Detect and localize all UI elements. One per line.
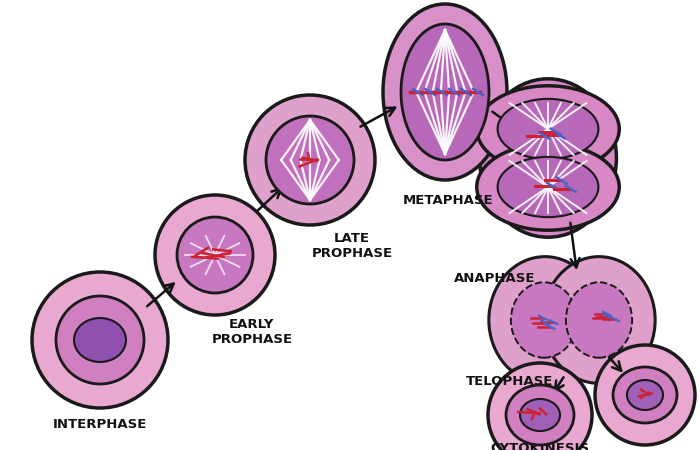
Ellipse shape <box>542 256 655 383</box>
Ellipse shape <box>477 86 620 172</box>
Text: CYTOKINESIS: CYTOKINESIS <box>491 442 589 450</box>
Text: TELOPHASE: TELOPHASE <box>466 375 554 388</box>
Ellipse shape <box>489 256 601 383</box>
Ellipse shape <box>488 363 592 450</box>
Ellipse shape <box>566 282 632 358</box>
Ellipse shape <box>155 195 275 315</box>
Ellipse shape <box>266 116 354 204</box>
Ellipse shape <box>477 144 620 230</box>
Text: EARLY
PROPHASE: EARLY PROPHASE <box>211 318 293 346</box>
Ellipse shape <box>56 296 144 384</box>
Ellipse shape <box>401 24 489 160</box>
Ellipse shape <box>613 367 677 423</box>
Text: LATE
PROPHASE: LATE PROPHASE <box>312 232 393 260</box>
Ellipse shape <box>245 95 375 225</box>
Text: INTERPHASE: INTERPHASE <box>52 418 147 431</box>
Ellipse shape <box>177 217 253 293</box>
Ellipse shape <box>511 282 577 358</box>
Ellipse shape <box>383 4 507 180</box>
Ellipse shape <box>32 272 168 408</box>
Ellipse shape <box>74 318 126 362</box>
Ellipse shape <box>498 99 598 159</box>
Ellipse shape <box>595 345 695 445</box>
Ellipse shape <box>627 380 663 410</box>
Text: METAPHASE: METAPHASE <box>402 194 493 207</box>
Ellipse shape <box>533 284 610 356</box>
Ellipse shape <box>506 385 574 445</box>
Text: ANAPHASE: ANAPHASE <box>454 272 536 285</box>
Ellipse shape <box>520 399 560 431</box>
Ellipse shape <box>480 79 617 237</box>
Ellipse shape <box>498 157 598 217</box>
